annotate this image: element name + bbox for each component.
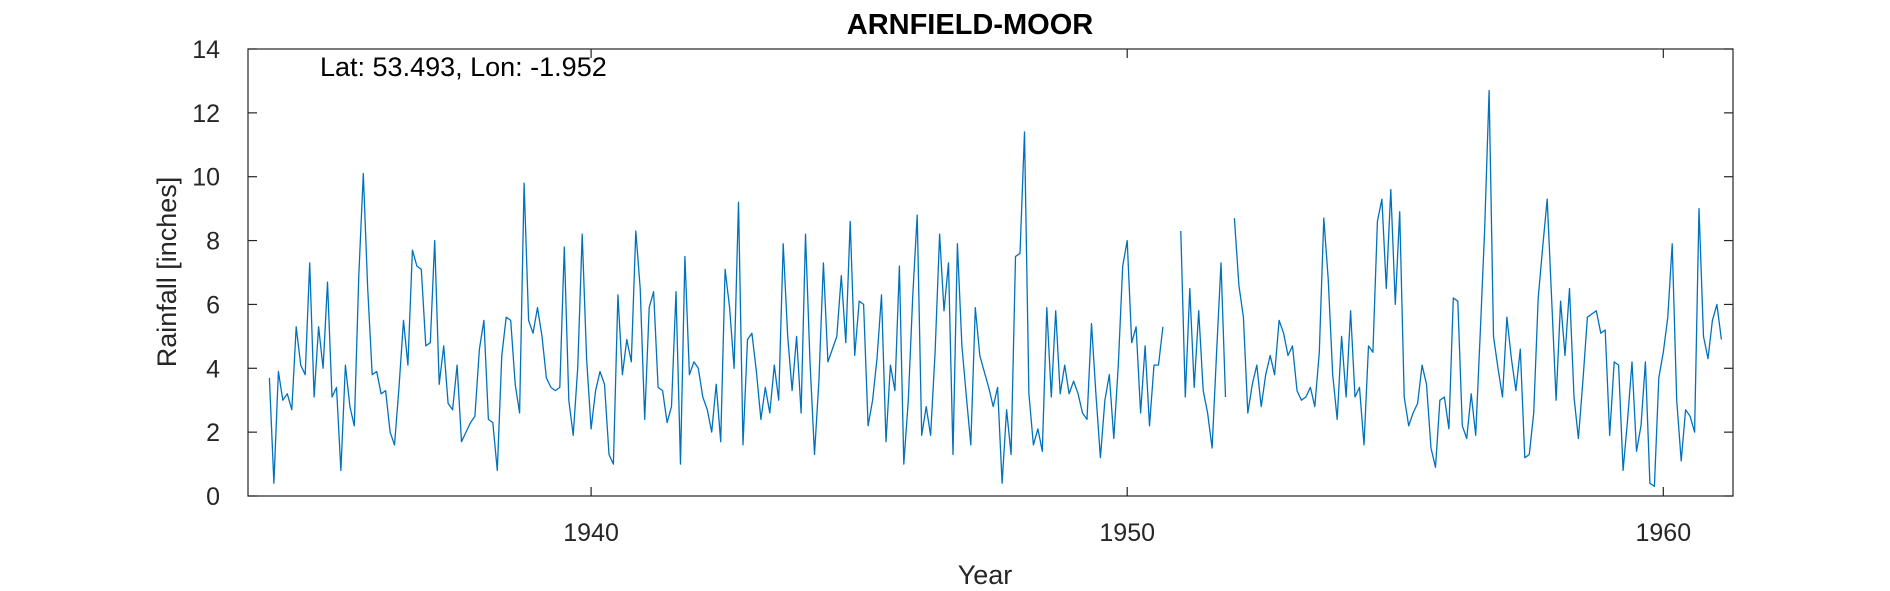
x-tick-label: 1960: [1635, 519, 1691, 547]
chart-title: ARNFIELD-MOOR: [847, 9, 1094, 41]
y-tick-label: 8: [206, 228, 220, 256]
y-tick-label: 10: [192, 164, 220, 192]
y-tick-label: 6: [206, 291, 220, 319]
x-tick-label: 1950: [1099, 519, 1155, 547]
x-axis-label: Year: [958, 560, 1013, 590]
y-tick-label: 14: [192, 36, 220, 64]
y-tick-label: 4: [206, 355, 220, 383]
y-axis-label: Rainfall [inches]: [152, 177, 182, 368]
axis-tick-labels: 0 2 4 6 8 10 12 14 1940 1950 1960: [192, 36, 1691, 547]
x-tick-label: 1940: [563, 519, 619, 547]
y-tick-label: 2: [206, 419, 220, 447]
plot-axes: [247, 48, 1734, 497]
axis-ticks: [248, 48, 1733, 497]
y-tick-label: 12: [192, 100, 220, 128]
plot-box: [247, 48, 1734, 497]
station-coordinates-label: Lat: 53.493, Lon: -1.952: [320, 52, 607, 82]
rainfall-series-line: [268, 89, 1723, 488]
y-tick-label: 0: [206, 483, 220, 511]
